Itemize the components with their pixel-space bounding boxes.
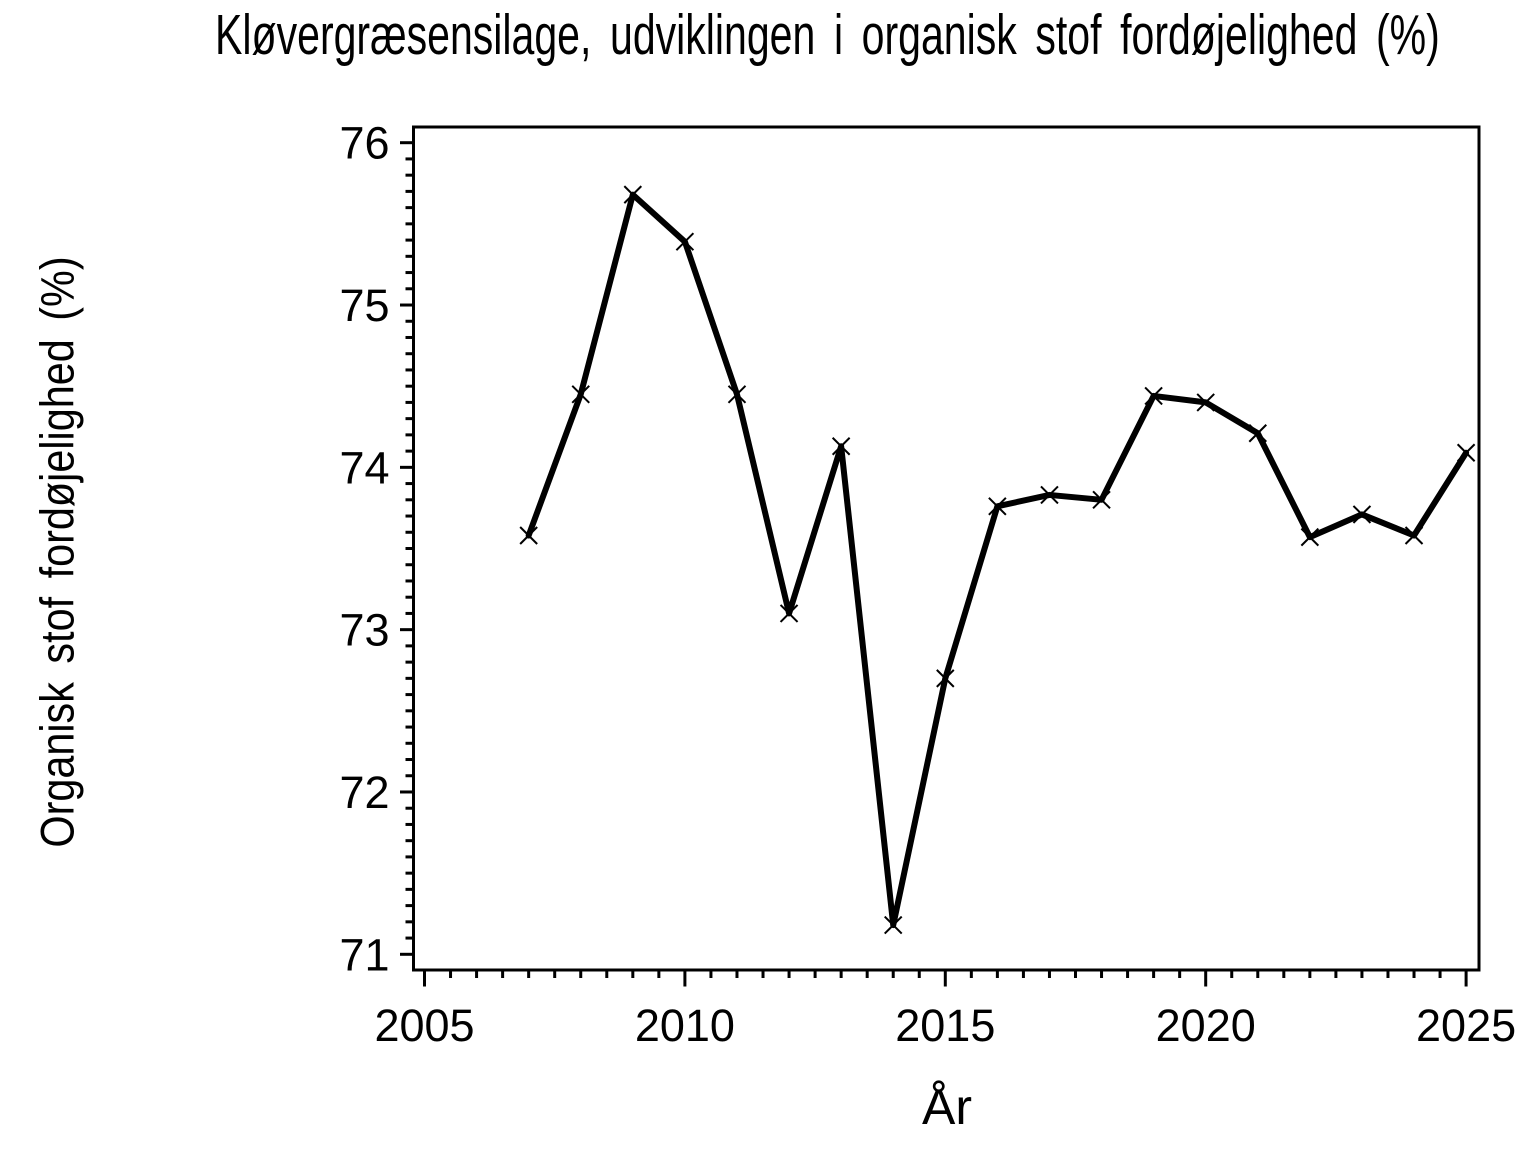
x-tick-label: 2010 bbox=[635, 1000, 735, 1051]
data-line bbox=[525, 191, 1470, 929]
x-tick-label: 2025 bbox=[1416, 1000, 1516, 1051]
x-tick-label: 2015 bbox=[895, 1000, 995, 1051]
data-marker-x bbox=[831, 437, 851, 456]
data-marker-x bbox=[1040, 485, 1059, 505]
plot-frame bbox=[412, 125, 1481, 972]
data-marker-x bbox=[1456, 443, 1476, 462]
data-marker-x bbox=[1352, 505, 1372, 524]
y-tick-label: 72 bbox=[339, 767, 389, 818]
data-marker-x bbox=[1144, 386, 1163, 406]
data-marker-x bbox=[1196, 393, 1215, 412]
data-marker-x bbox=[779, 604, 799, 623]
data-marker-x bbox=[1248, 424, 1267, 443]
y-tick-label: 75 bbox=[339, 280, 389, 331]
data-marker-x bbox=[623, 185, 643, 204]
data-marker-x bbox=[884, 915, 903, 935]
x-axis-label: År bbox=[922, 1079, 972, 1135]
x-tick-label: 2020 bbox=[1156, 1000, 1256, 1051]
y-tick-label: 73 bbox=[339, 605, 389, 656]
data-marker-x bbox=[1092, 490, 1111, 510]
x-tick-label: 2005 bbox=[374, 1000, 474, 1051]
data-marker-x bbox=[571, 385, 590, 404]
data-marker-x bbox=[675, 232, 695, 251]
chart-title: Kløvergræsensilage, udviklingen i organi… bbox=[215, 3, 1440, 67]
data-marker-x bbox=[988, 497, 1007, 516]
data-marker-x bbox=[1404, 526, 1424, 545]
y-axis-label: Organisk stof fordøjelighed (%) bbox=[30, 256, 84, 848]
y-tick-label: 74 bbox=[339, 442, 389, 493]
data-marker-x bbox=[519, 526, 538, 545]
data-marker-x bbox=[1300, 527, 1320, 547]
y-tick-label: 76 bbox=[339, 118, 389, 169]
data-marker-x bbox=[936, 669, 955, 688]
y-tick-label: 71 bbox=[339, 929, 389, 980]
data-marker-x bbox=[727, 385, 747, 404]
